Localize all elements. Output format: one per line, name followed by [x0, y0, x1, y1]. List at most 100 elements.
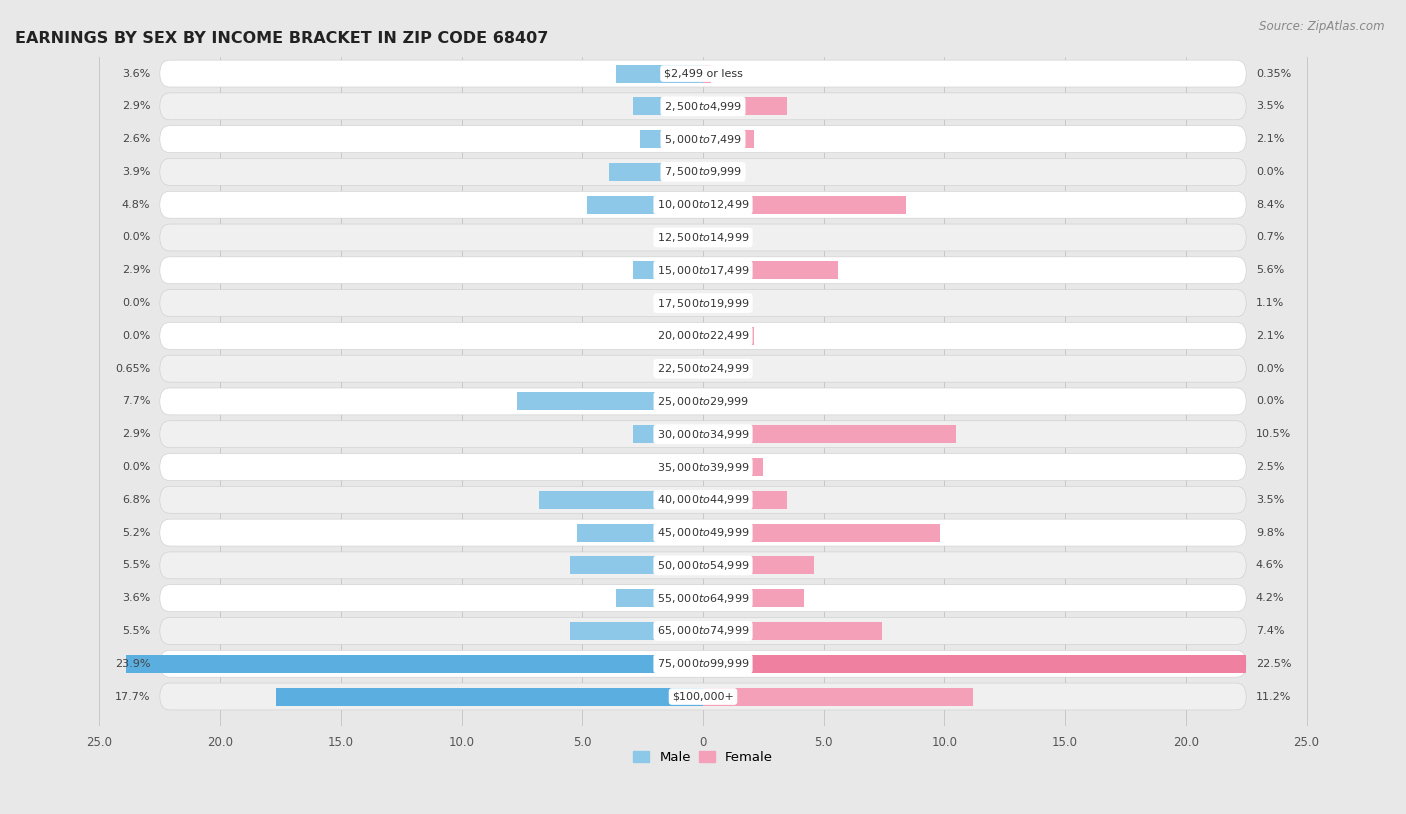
FancyBboxPatch shape: [160, 453, 1246, 480]
FancyBboxPatch shape: [160, 191, 1246, 218]
Text: $10,000 to $12,499: $10,000 to $12,499: [657, 199, 749, 211]
Text: $35,000 to $39,999: $35,000 to $39,999: [657, 461, 749, 474]
Bar: [578, 523, 703, 541]
FancyBboxPatch shape: [160, 159, 1246, 186]
Text: 3.5%: 3.5%: [1256, 495, 1284, 505]
Bar: [703, 195, 905, 214]
Text: 2.9%: 2.9%: [122, 429, 150, 440]
Text: 2.9%: 2.9%: [122, 102, 150, 112]
Text: 9.8%: 9.8%: [1256, 527, 1284, 537]
FancyBboxPatch shape: [160, 322, 1246, 349]
Text: $45,000 to $49,999: $45,000 to $49,999: [657, 526, 749, 539]
Bar: [616, 64, 703, 82]
Text: $55,000 to $64,999: $55,000 to $64,999: [657, 592, 749, 605]
Text: 4.8%: 4.8%: [122, 199, 150, 210]
Text: 3.9%: 3.9%: [122, 167, 150, 177]
Text: $100,000+: $100,000+: [672, 692, 734, 702]
Text: $17,500 to $19,999: $17,500 to $19,999: [657, 296, 749, 309]
Text: 6.8%: 6.8%: [122, 495, 150, 505]
Bar: [571, 556, 703, 575]
Bar: [276, 688, 703, 706]
Text: 2.6%: 2.6%: [122, 134, 150, 144]
Text: 1.1%: 1.1%: [1256, 298, 1284, 308]
FancyBboxPatch shape: [160, 355, 1246, 382]
Bar: [703, 654, 1246, 672]
Text: 5.5%: 5.5%: [122, 560, 150, 571]
Bar: [571, 622, 703, 640]
Text: $40,000 to $44,999: $40,000 to $44,999: [657, 493, 749, 506]
Text: $75,000 to $99,999: $75,000 to $99,999: [657, 657, 749, 670]
Text: 7.4%: 7.4%: [1256, 626, 1284, 636]
Bar: [703, 458, 763, 476]
Text: $50,000 to $54,999: $50,000 to $54,999: [657, 559, 749, 572]
Text: 7.7%: 7.7%: [122, 396, 150, 406]
Text: $22,500 to $24,999: $22,500 to $24,999: [657, 362, 749, 375]
Text: $65,000 to $74,999: $65,000 to $74,999: [657, 624, 749, 637]
Text: 17.7%: 17.7%: [115, 692, 150, 702]
Bar: [517, 392, 703, 410]
Text: 0.35%: 0.35%: [1256, 68, 1291, 79]
FancyBboxPatch shape: [160, 486, 1246, 514]
Text: 0.0%: 0.0%: [122, 233, 150, 243]
Text: 0.0%: 0.0%: [122, 462, 150, 472]
FancyBboxPatch shape: [160, 257, 1246, 284]
Bar: [588, 195, 703, 214]
FancyBboxPatch shape: [160, 388, 1246, 415]
Text: $5,000 to $7,499: $5,000 to $7,499: [664, 133, 742, 146]
Bar: [703, 556, 814, 575]
Bar: [703, 491, 787, 509]
Text: 0.7%: 0.7%: [1256, 233, 1284, 243]
Text: 3.5%: 3.5%: [1256, 102, 1284, 112]
Text: 0.65%: 0.65%: [115, 364, 150, 374]
Text: 0.0%: 0.0%: [1256, 167, 1284, 177]
Bar: [703, 98, 787, 116]
FancyBboxPatch shape: [160, 125, 1246, 152]
FancyBboxPatch shape: [160, 93, 1246, 120]
Text: $12,500 to $14,999: $12,500 to $14,999: [657, 231, 749, 244]
Text: 0.0%: 0.0%: [122, 298, 150, 308]
Text: 23.9%: 23.9%: [115, 659, 150, 669]
Bar: [127, 654, 703, 672]
Text: 0.0%: 0.0%: [1256, 364, 1284, 374]
FancyBboxPatch shape: [160, 650, 1246, 677]
Bar: [633, 261, 703, 279]
FancyBboxPatch shape: [160, 60, 1246, 87]
Bar: [640, 130, 703, 148]
Bar: [538, 491, 703, 509]
FancyBboxPatch shape: [160, 584, 1246, 611]
Text: $7,500 to $9,999: $7,500 to $9,999: [664, 165, 742, 178]
Text: 4.6%: 4.6%: [1256, 560, 1284, 571]
Text: $30,000 to $34,999: $30,000 to $34,999: [657, 427, 749, 440]
FancyBboxPatch shape: [160, 290, 1246, 317]
Text: $2,499 or less: $2,499 or less: [664, 68, 742, 79]
Bar: [688, 360, 703, 378]
Text: 8.4%: 8.4%: [1256, 199, 1284, 210]
Text: 2.1%: 2.1%: [1256, 134, 1284, 144]
Text: Source: ZipAtlas.com: Source: ZipAtlas.com: [1260, 20, 1385, 33]
Text: 2.1%: 2.1%: [1256, 330, 1284, 341]
Text: 22.5%: 22.5%: [1256, 659, 1291, 669]
Bar: [703, 229, 720, 247]
Bar: [633, 425, 703, 444]
Bar: [703, 64, 711, 82]
Bar: [703, 589, 804, 607]
Text: $20,000 to $22,499: $20,000 to $22,499: [657, 330, 749, 343]
Text: 3.6%: 3.6%: [122, 68, 150, 79]
Bar: [703, 688, 973, 706]
Bar: [609, 163, 703, 181]
Legend: Male, Female: Male, Female: [627, 746, 779, 769]
FancyBboxPatch shape: [160, 519, 1246, 546]
Text: 3.6%: 3.6%: [122, 593, 150, 603]
Text: 5.5%: 5.5%: [122, 626, 150, 636]
Bar: [703, 425, 956, 444]
Bar: [703, 294, 730, 312]
Bar: [703, 327, 754, 345]
Text: $15,000 to $17,499: $15,000 to $17,499: [657, 264, 749, 277]
Text: 5.2%: 5.2%: [122, 527, 150, 537]
Text: $25,000 to $29,999: $25,000 to $29,999: [657, 395, 749, 408]
Bar: [616, 589, 703, 607]
Text: 2.9%: 2.9%: [122, 265, 150, 275]
FancyBboxPatch shape: [160, 552, 1246, 579]
Text: 10.5%: 10.5%: [1256, 429, 1291, 440]
FancyBboxPatch shape: [160, 683, 1246, 710]
